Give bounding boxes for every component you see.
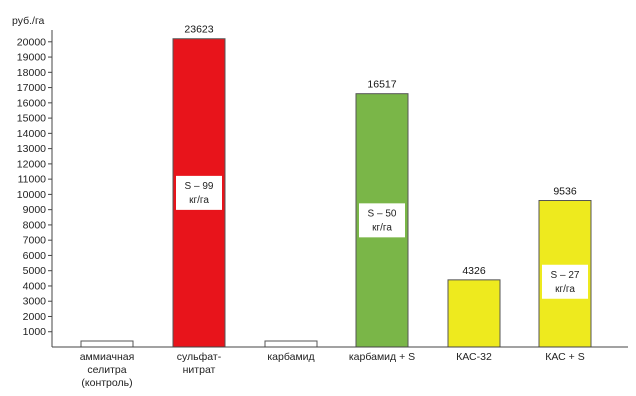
category-label: карбамид + S bbox=[349, 351, 415, 363]
y-tick-label: 11000 bbox=[18, 174, 47, 186]
category-label: нитрат bbox=[183, 364, 216, 376]
annotation-box bbox=[359, 203, 405, 238]
y-tick-label: 9000 bbox=[23, 204, 47, 216]
category-label: КАС + S bbox=[545, 351, 584, 363]
data-label: 9536 bbox=[553, 186, 577, 198]
annotation-text: S – 50 bbox=[368, 208, 397, 219]
annotation-text: кг/га bbox=[189, 195, 209, 206]
bar bbox=[447, 279, 501, 348]
y-tick-label: 10000 bbox=[17, 189, 46, 201]
category-label: (контроль) bbox=[81, 377, 132, 389]
bars bbox=[80, 38, 592, 348]
category-label: селитра bbox=[87, 364, 126, 376]
annotation-text: S – 27 bbox=[551, 270, 580, 281]
data-label: 4326 bbox=[462, 265, 486, 277]
y-tick-label: 12000 bbox=[17, 158, 46, 170]
y-tick-label: 7000 bbox=[23, 235, 47, 247]
category-label: карбамид bbox=[267, 351, 314, 363]
y-tick-label: 20000 bbox=[17, 36, 46, 48]
y-tick-label: 18000 bbox=[17, 67, 46, 79]
y-tick-label: 8000 bbox=[23, 219, 47, 231]
annotation-text: кг/га bbox=[372, 222, 392, 233]
y-tick-label: 2000 bbox=[23, 311, 47, 323]
bar-annotations: S – 99 кг/га S – 50 кг/га S – 27 кг/га bbox=[176, 175, 588, 299]
y-tick-label: 1000 bbox=[23, 326, 47, 338]
y-tick-label: 19000 bbox=[17, 52, 46, 64]
y-axis-label: руб./га bbox=[12, 15, 45, 27]
y-axis-ticks: 1000 2000 3000 4000 5000 6000 7000 8000 9000 1000… bbox=[17, 36, 52, 338]
y-tick-label: 6000 bbox=[23, 250, 47, 262]
annotation-text: S – 99 bbox=[185, 181, 214, 192]
category-label: сульфат- bbox=[177, 351, 222, 363]
y-tick-label: 16000 bbox=[17, 97, 46, 109]
y-tick-label: 13000 bbox=[17, 143, 46, 155]
bar bbox=[264, 340, 318, 348]
y-tick-label: 15000 bbox=[17, 113, 46, 125]
y-tick-label: 4000 bbox=[23, 280, 47, 292]
annotation-box bbox=[176, 175, 222, 210]
category-label: КАС-32 bbox=[456, 351, 492, 363]
y-tick-label: 3000 bbox=[23, 296, 47, 308]
y-tick-label: 17000 bbox=[17, 82, 46, 94]
data-label: 16517 bbox=[367, 79, 396, 91]
y-tick-label: 5000 bbox=[23, 265, 47, 277]
category-label: аммиачная bbox=[80, 351, 135, 363]
data-label: 23623 bbox=[184, 24, 213, 36]
y-tick-label: 14000 bbox=[17, 128, 46, 140]
data-labels: 23623 16517 4326 9536 bbox=[184, 24, 576, 277]
bar bbox=[80, 340, 134, 348]
annotation-box bbox=[542, 264, 588, 299]
annotation-text: кг/га bbox=[555, 284, 575, 295]
